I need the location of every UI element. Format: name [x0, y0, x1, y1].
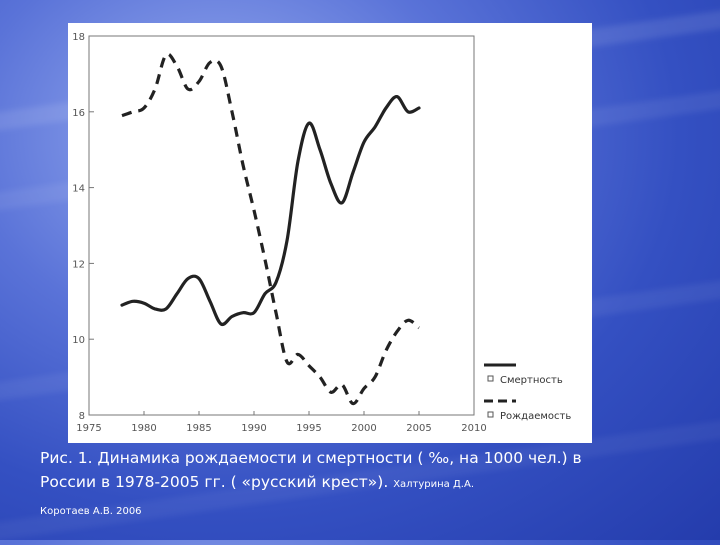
legend-label: Смертность: [500, 375, 563, 386]
x-tick-label: 2010: [461, 423, 486, 434]
series-line-mortality: [120, 95, 421, 327]
caption-author-2: Коротаев А.В. 2006: [40, 506, 142, 517]
chart-card: 1975 1980 1985 1990 1995 2000 2005 2010 8 10 12 14 1…: [68, 23, 592, 443]
legend-label: Рождаемость: [500, 411, 571, 422]
y-tick-label: 12: [72, 259, 85, 270]
figure-caption: Рис. 1. Динамика рождаемости и смертност…: [40, 446, 600, 524]
line-chart: 1975 1980 1985 1990 1995 2000 2005 2010 8 10 12 14 1…: [72, 32, 571, 434]
y-tick-label: 8: [79, 411, 85, 422]
legend-marker-square: [487, 375, 494, 382]
x-tick-label: 1995: [296, 423, 321, 434]
y-tick-label: 16: [72, 108, 85, 119]
x-tick-label: 1990: [241, 423, 266, 434]
y-tick-label: 14: [72, 184, 85, 195]
x-tick-label: 1975: [76, 423, 101, 434]
series-line-birthrate: [121, 52, 421, 406]
plot-frame: [88, 35, 475, 416]
legend-marker-square: [487, 411, 494, 418]
chart-series: [120, 52, 421, 406]
y-tick-label: 10: [72, 335, 85, 346]
x-tick-label: 2005: [406, 423, 431, 434]
chart-axes: 1975 1980 1985 1990 1995 2000 2005 2010 8 10 12 14 1…: [72, 32, 486, 434]
caption-author-1: Халтурина Д.А.: [393, 479, 475, 490]
chart-legend: Смертность Рождаемость: [484, 363, 571, 422]
x-tick-label: 2000: [351, 423, 376, 434]
x-tick-label: 1985: [186, 423, 211, 434]
x-tick-label: 1980: [131, 423, 156, 434]
y-tick-label: 18: [72, 32, 85, 43]
caption-main-text: Рис. 1. Динамика рождаемости и смертност…: [40, 449, 582, 491]
